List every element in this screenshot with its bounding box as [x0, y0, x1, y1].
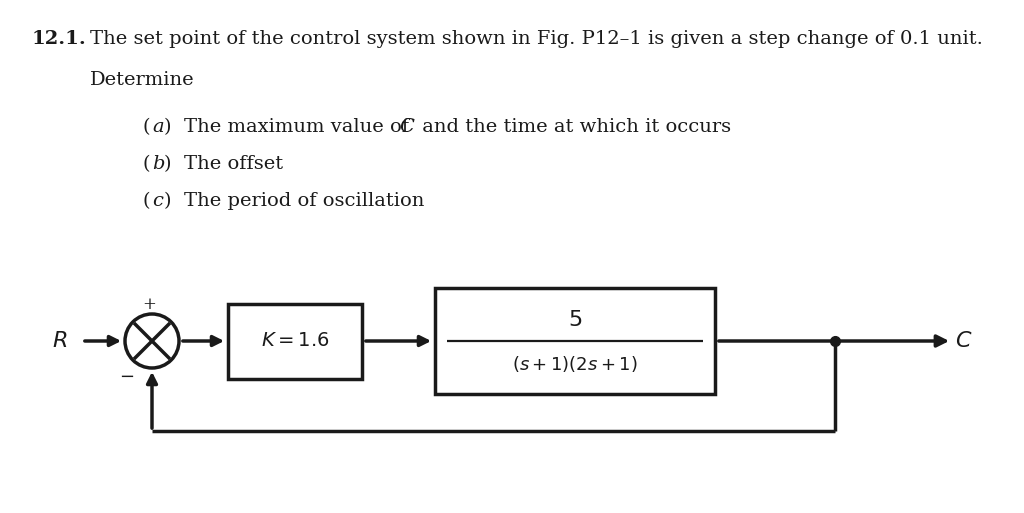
- Text: a: a: [152, 118, 164, 136]
- Text: and the time at which it occurs: and the time at which it occurs: [416, 118, 731, 136]
- Text: $5$: $5$: [568, 309, 582, 331]
- Text: )  The maximum value of: ) The maximum value of: [164, 118, 416, 136]
- Text: $C$: $C$: [955, 330, 973, 352]
- Text: )  The period of oscillation: ) The period of oscillation: [164, 192, 424, 210]
- Bar: [228, 304, 362, 379]
- Text: $R$: $R$: [52, 330, 68, 352]
- Text: $K = 1.6$: $K = 1.6$: [261, 332, 330, 350]
- Text: (: (: [142, 155, 150, 173]
- Text: c: c: [152, 192, 163, 210]
- Text: b: b: [152, 155, 165, 173]
- Text: C: C: [399, 118, 414, 136]
- Text: Determine: Determine: [90, 71, 195, 89]
- Text: (: (: [142, 192, 150, 210]
- Text: 12.1.: 12.1.: [32, 30, 87, 48]
- Text: +: +: [142, 295, 157, 312]
- Text: $(s + 1)(2s + 1)$: $(s + 1)(2s + 1)$: [512, 354, 638, 374]
- Bar: [435, 288, 715, 393]
- Text: )  The offset: ) The offset: [164, 155, 283, 173]
- Text: (: (: [142, 118, 150, 136]
- Text: −: −: [119, 368, 134, 386]
- Text: The set point of the control system shown in Fig. P12–1 is given a step change o: The set point of the control system show…: [90, 30, 983, 48]
